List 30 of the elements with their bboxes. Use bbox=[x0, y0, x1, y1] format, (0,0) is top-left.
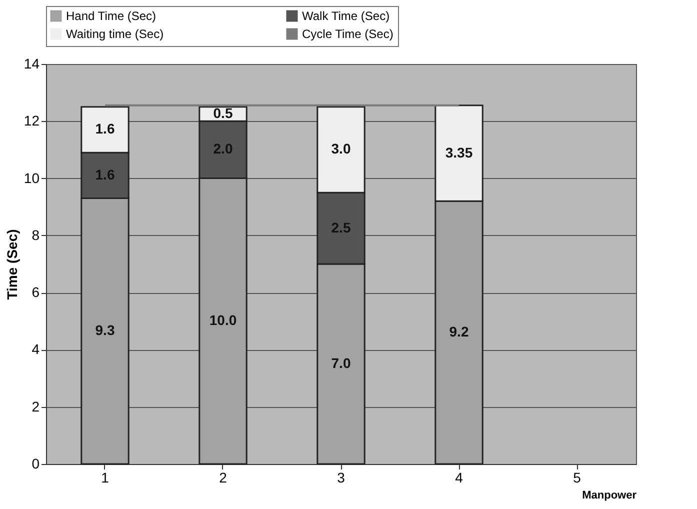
y-tick-label: 2 bbox=[32, 398, 40, 414]
x-tick-label: 3 bbox=[337, 470, 346, 486]
x-axis-title: Manpower bbox=[582, 490, 638, 502]
y-tick-label: 12 bbox=[24, 112, 40, 129]
y-tick-label: 6 bbox=[32, 284, 40, 300]
legend-label: Waiting time (Sec) bbox=[66, 27, 164, 41]
data-label: 2.5 bbox=[331, 219, 351, 236]
legend-label: Walk Time (Sec) bbox=[302, 9, 390, 23]
y-tick-label: 8 bbox=[32, 226, 40, 243]
data-label: 3.35 bbox=[445, 144, 473, 160]
y-tick-label: 0 bbox=[32, 456, 40, 472]
data-label: 9.2 bbox=[449, 324, 469, 340]
data-label: 3.0 bbox=[331, 140, 351, 157]
y-axis-title: Time (Sec) bbox=[4, 229, 20, 300]
data-label: 0.5 bbox=[213, 105, 233, 121]
legend-label: Hand Time (Sec) bbox=[66, 9, 156, 23]
x-tick-label: 2 bbox=[219, 470, 228, 486]
y-tick-label: 10 bbox=[24, 170, 40, 186]
data-label: 2.0 bbox=[213, 140, 233, 157]
y-tick-label: 14 bbox=[24, 56, 40, 72]
data-label: 7.0 bbox=[331, 355, 351, 371]
x-tick-label: 5 bbox=[573, 470, 582, 486]
x-tick-label: 4 bbox=[455, 470, 464, 486]
data-label: 10.0 bbox=[209, 312, 237, 328]
legend-label: Cycle Time (Sec) bbox=[302, 27, 394, 41]
data-label: 1.6 bbox=[95, 166, 115, 182]
data-label: 9.3 bbox=[95, 322, 115, 338]
data-label: 1.6 bbox=[95, 120, 115, 137]
y-tick-label: 4 bbox=[32, 341, 40, 358]
x-tick-label: 1 bbox=[101, 470, 110, 486]
